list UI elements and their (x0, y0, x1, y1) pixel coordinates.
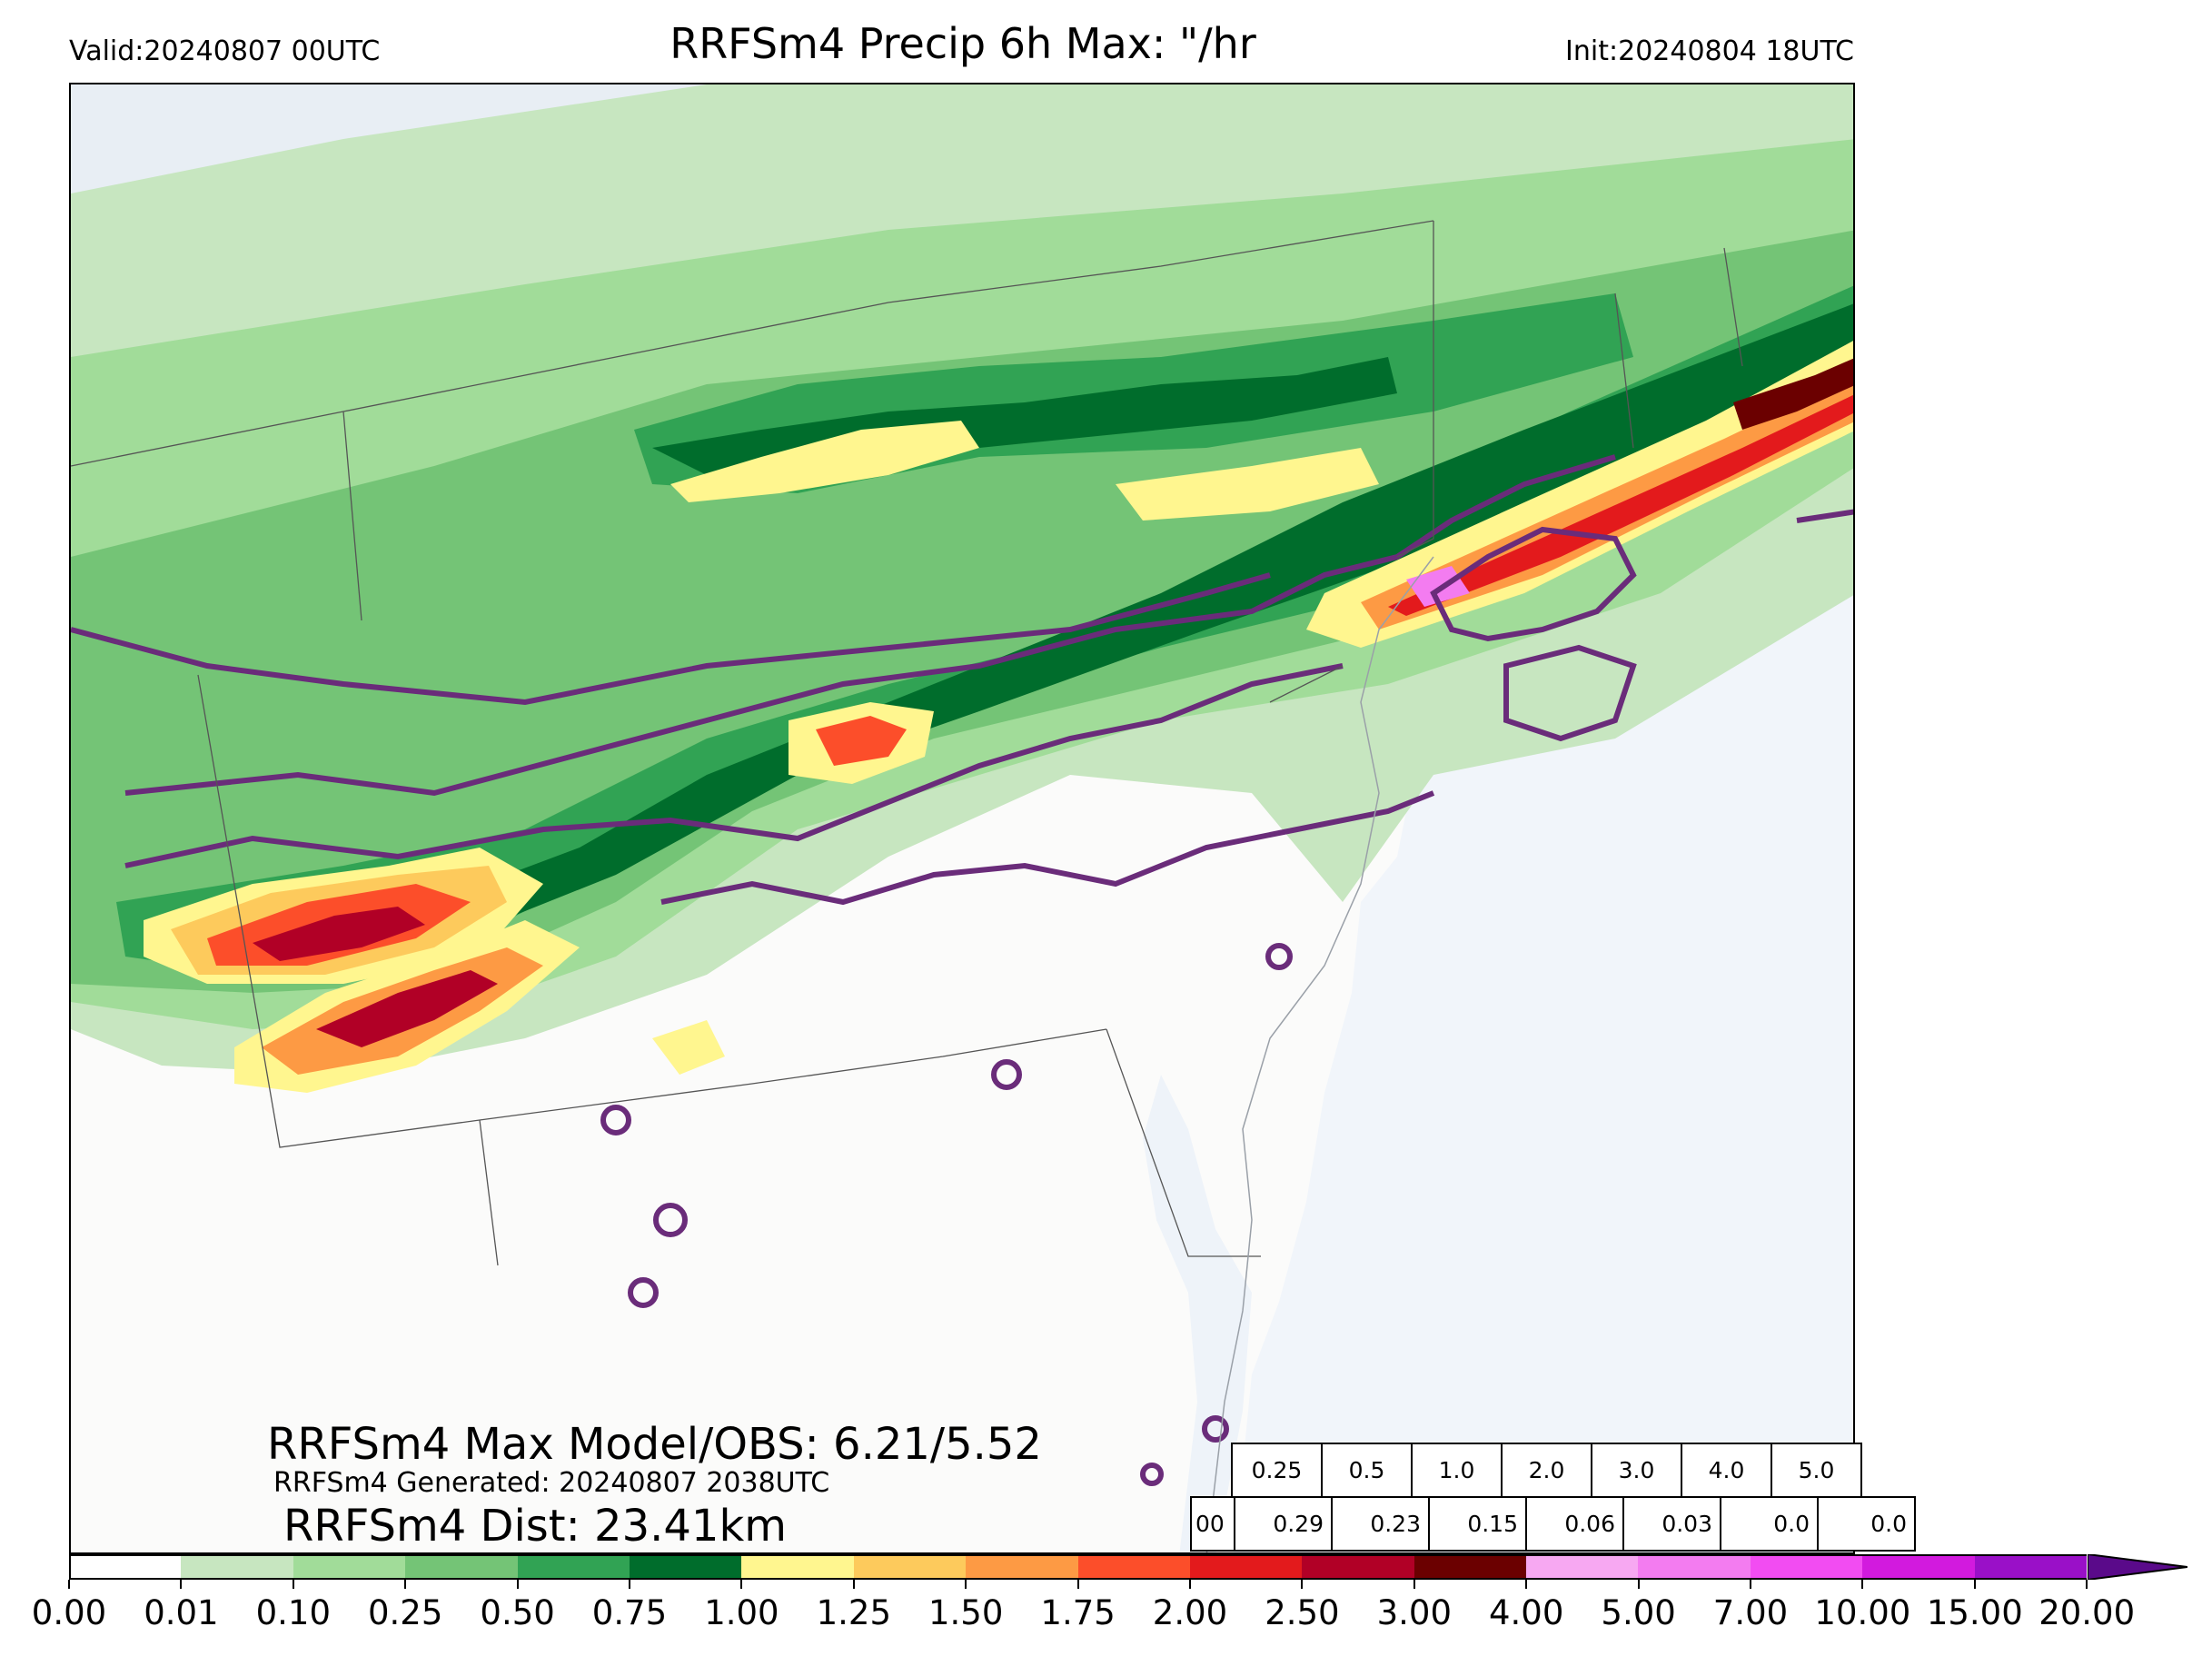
threshold-header-cell: 0.5 (1321, 1443, 1413, 1498)
threshold-value-cell: 0.29 (1234, 1496, 1333, 1552)
colorbar-segment (1638, 1554, 1751, 1580)
colorbar-tick-label: 2.00 (1152, 1593, 1228, 1632)
threshold-header-cell: 5.0 (1771, 1443, 1862, 1498)
valid-time-label: Valid:20240807 00UTC (69, 35, 381, 67)
generated-time-label: RRFSm4 Generated: 20240807 2038UTC (273, 1467, 830, 1499)
colorbar-tick-label: 0.01 (144, 1593, 219, 1632)
colorbar-tick-mark (1861, 1580, 1864, 1589)
init-time-label: Init:20240804 18UTC (1565, 35, 1854, 67)
colorbar-segment (405, 1554, 518, 1580)
colorbar-tick-mark (1301, 1580, 1304, 1589)
ocean-area (1234, 402, 1853, 1552)
threshold-value-cell: 0.03 (1622, 1496, 1721, 1552)
threshold-value-cell: 0.06 (1525, 1496, 1624, 1552)
colorbar-segment (853, 1554, 967, 1580)
max-model-obs-label: RRFSm4 Max Model/OBS: 6.21/5.52 (267, 1419, 1042, 1470)
colorbar-tick-label: 0.00 (31, 1593, 107, 1632)
colorbar-tick-label: 1.50 (927, 1593, 1004, 1632)
colorbar-segment (293, 1554, 406, 1580)
threshold-values-table: 00 0.29 0.23 0.15 0.06 0.03 0.0 0.0 (1190, 1496, 1916, 1552)
colorbar-segment (1750, 1554, 1863, 1580)
colorbar-tick-mark (629, 1580, 630, 1589)
chart-title: RRFSm4 Precip 6h Max: "/hr (670, 19, 1256, 68)
colorbar-tick-label: 20.00 (2038, 1593, 2136, 1632)
threshold-header-cell: 2.0 (1501, 1443, 1592, 1498)
colorbar-tick-mark (1413, 1580, 1415, 1589)
colorbar-tick-label: 1.75 (1040, 1593, 1116, 1632)
colorbar-tick-mark (180, 1580, 183, 1589)
colorbar-tick-mark (1973, 1580, 1976, 1589)
colorbar-tick-label: 1.25 (816, 1593, 891, 1632)
map-canvas (71, 84, 1853, 1552)
colorbar-tick-label: 15.00 (1926, 1593, 2023, 1632)
colorbar-segment (1077, 1554, 1190, 1580)
colorbar-tick-mark (1525, 1580, 1528, 1589)
colorbar-tick-label: 2.50 (1265, 1593, 1340, 1632)
colorbar-segment (1189, 1554, 1303, 1580)
colorbar-segment (966, 1554, 1078, 1580)
colorbar-segment (1526, 1554, 1639, 1580)
colorbar-tick-mark (1637, 1580, 1640, 1589)
colorbar-tick-mark (1076, 1580, 1079, 1589)
colorbar-tick-mark (1750, 1580, 1751, 1589)
coastline (1205, 556, 1434, 1552)
colorbar-segment (1413, 1554, 1527, 1580)
precip-map[interactable] (69, 83, 1855, 1554)
colorbar-tick-label: 10.00 (1814, 1593, 1911, 1632)
colorbar-tick-label: 1.00 (704, 1593, 779, 1632)
obs-contours (71, 454, 1853, 1486)
colorbar-segment (1862, 1554, 1975, 1580)
colorbar-tick-label: 5.00 (1601, 1593, 1676, 1632)
colorbar-tick-label: 7.00 (1712, 1593, 1789, 1632)
threshold-header-cell: 4.0 (1681, 1443, 1772, 1498)
colorbar-tick-mark (965, 1580, 967, 1589)
colorbar-tick-label: 0.25 (367, 1593, 443, 1632)
colorbar-segment (1302, 1554, 1414, 1580)
colorbar-tick-mark (404, 1580, 407, 1589)
threshold-header-cell: 0.25 (1231, 1443, 1323, 1498)
colorbar-segment (1974, 1554, 2088, 1580)
precip-field (71, 84, 1853, 1093)
colorbar-tick-mark (68, 1580, 70, 1589)
threshold-header-cell: 3.0 (1591, 1443, 1682, 1498)
colorbar-segment (181, 1554, 293, 1580)
colorbar-segment (629, 1554, 742, 1580)
colorbar-tick-label: 0.75 (591, 1593, 668, 1632)
threshold-value-cell: 0.0 (1720, 1496, 1819, 1552)
colorbar-tick-label: 3.00 (1376, 1593, 1452, 1632)
threshold-value-cell: 0.15 (1428, 1496, 1527, 1552)
colorbar-tick-mark (516, 1580, 519, 1589)
colorbar-segment (69, 1554, 182, 1580)
colorbar-tick-label: 0.50 (480, 1593, 555, 1632)
threshold-header-table: 0.25 0.5 1.0 2.0 3.0 4.0 5.0 (1231, 1443, 1862, 1498)
threshold-value-cell: 0.0 (1817, 1496, 1916, 1552)
colorbar-segment (741, 1554, 854, 1580)
distance-label: RRFSm4 Dist: 23.41km (283, 1501, 788, 1552)
colorbar-segment (517, 1554, 630, 1580)
state-boundaries (71, 220, 1743, 1266)
colorbar-tick-label: 0.10 (255, 1593, 331, 1632)
colorbar-extend-arrow (2088, 1554, 2187, 1580)
colorbar-tick-label: 4.00 (1488, 1593, 1564, 1632)
colorbar-tick-mark (852, 1580, 855, 1589)
colorbar-tick-mark (292, 1580, 294, 1589)
colorbar-tick-mark (2086, 1580, 2088, 1589)
colorbar-tick-mark (1189, 1580, 1191, 1589)
colorbar (69, 1554, 2088, 1580)
colorbar-tick-mark (740, 1580, 743, 1589)
threshold-header-cell: 1.0 (1411, 1443, 1503, 1498)
threshold-value-cell: 0.23 (1331, 1496, 1430, 1552)
threshold-row-label: 00 (1190, 1496, 1235, 1552)
